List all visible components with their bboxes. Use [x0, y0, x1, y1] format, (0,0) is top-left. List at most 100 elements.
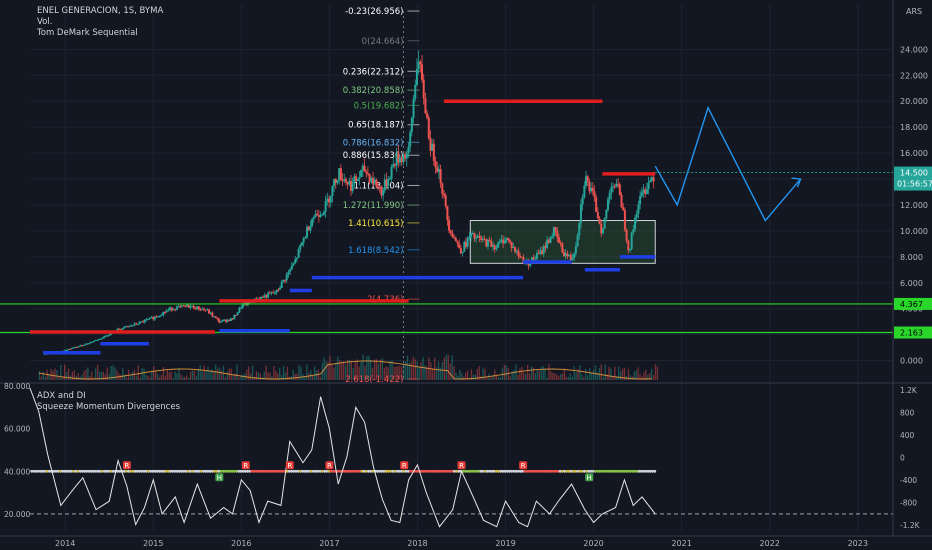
- fib-level-label[interactable]: 0.236(22.312): [343, 67, 404, 77]
- volume-bar: [277, 373, 279, 380]
- level-tag[interactable]: [894, 326, 932, 339]
- squeeze-dot: [609, 469, 613, 473]
- volume-bar: [125, 377, 128, 380]
- squeeze-dot: [629, 469, 632, 473]
- fib-level-label[interactable]: 0.382(20.858): [343, 86, 404, 96]
- volume-bar: [199, 365, 201, 380]
- candle-body: [191, 305, 194, 307]
- volume-bar: [193, 370, 196, 380]
- projection-path[interactable]: [654, 105, 802, 222]
- volume-bar: [447, 354, 449, 380]
- squeeze-dot: [307, 469, 311, 473]
- hidden-divergence-marker[interactable]: [215, 473, 224, 482]
- squeeze-dot: [439, 469, 443, 473]
- regular-divergence-marker[interactable]: [241, 461, 250, 470]
- candle-body: [454, 237, 457, 242]
- adx-tick-label: 40.000: [4, 467, 30, 476]
- squeeze-dot: [422, 469, 426, 473]
- candle-body: [393, 164, 396, 166]
- candle-body: [588, 181, 591, 192]
- volume-bar: [284, 372, 287, 380]
- candle-body: [456, 241, 459, 244]
- candle-body: [93, 340, 96, 342]
- squeeze-label[interactable]: Squeeze Momentum Divergences: [37, 402, 181, 412]
- volume-bar: [246, 369, 248, 380]
- candle-body: [605, 209, 608, 219]
- regular-divergence-marker[interactable]: [457, 461, 466, 470]
- volume-bar: [416, 361, 418, 380]
- regular-divergence-marker[interactable]: [285, 461, 294, 470]
- candle-body: [566, 253, 569, 257]
- squeeze-dot: [481, 469, 485, 473]
- candle-body: [74, 346, 77, 348]
- candle-body: [571, 257, 574, 261]
- candle-body: [98, 338, 101, 341]
- candle-body: [537, 253, 540, 255]
- squeeze-dot: [188, 469, 192, 473]
- volume-bar: [151, 370, 153, 380]
- candle-body: [236, 312, 239, 316]
- volume-bar: [538, 370, 540, 380]
- volume-bar: [133, 369, 136, 380]
- fib-level-label[interactable]: 2.618(-1.422): [345, 375, 403, 385]
- candle-body: [551, 236, 554, 238]
- squeeze-dot: [358, 469, 362, 473]
- tdsequential-label[interactable]: Tom DeMark Sequential: [37, 28, 138, 38]
- hidden-divergence-marker[interactable]: [585, 473, 594, 482]
- candle-body: [586, 176, 589, 182]
- candle-body: [649, 180, 652, 183]
- price-pane[interactable]: -0.23(26.956) 0(24.664) 0.236(22.312) 0.382…: [0, 7, 893, 385]
- squeeze-dot: [360, 469, 364, 473]
- vol-label[interactable]: Vol.: [37, 17, 53, 27]
- fib-level-label[interactable]: 1.1(13.504): [354, 181, 404, 191]
- fib-level-label[interactable]: 0.65(18.187): [348, 121, 403, 131]
- candle-body: [246, 301, 249, 306]
- volume-bar: [275, 370, 277, 380]
- volume-bar: [641, 376, 643, 380]
- squeeze-dot: [600, 469, 604, 473]
- squeeze-dot: [45, 469, 49, 473]
- level-tag[interactable]: [894, 297, 932, 310]
- squeeze-dot: [65, 469, 69, 473]
- regular-divergence-marker[interactable]: [122, 461, 131, 470]
- candle-body: [432, 143, 435, 161]
- squeeze-dot: [136, 469, 139, 473]
- symbol-title[interactable]: ENEL GENERACION, 1S, BYMA: [37, 6, 164, 16]
- fib-level-label[interactable]: 1.272(11.990): [343, 201, 404, 211]
- candle-body: [630, 232, 633, 250]
- level-tag-value: 2.163: [900, 329, 923, 338]
- candle-body: [417, 61, 420, 70]
- candle-body: [404, 154, 407, 159]
- regular-divergence-marker[interactable]: [325, 461, 334, 470]
- fib-level-label[interactable]: 0.786(16.832): [343, 138, 404, 148]
- time-tick-label: 2022: [760, 539, 780, 548]
- candle-body: [64, 349, 67, 351]
- candle-body: [241, 304, 244, 308]
- adx-label[interactable]: ADX and DI: [37, 391, 86, 401]
- candle-body: [451, 233, 454, 237]
- squeeze-dot: [206, 469, 210, 473]
- volume-bar: [205, 371, 207, 380]
- fib-level-label[interactable]: 1.618(8.542): [348, 246, 403, 256]
- fib-level-label[interactable]: 0.5(19.682): [354, 101, 404, 111]
- candle-body: [307, 226, 310, 231]
- squeeze-dot: [153, 469, 157, 473]
- candle-body: [498, 241, 501, 243]
- squeeze-dot: [47, 469, 51, 473]
- candle-body: [292, 263, 295, 266]
- regular-divergence-marker[interactable]: [519, 461, 528, 470]
- candle-body: [564, 253, 567, 257]
- fib-level-label[interactable]: -0.23(26.956): [345, 7, 403, 17]
- fib-level-label[interactable]: 0(24.664): [362, 37, 404, 47]
- candle-body: [480, 237, 483, 240]
- volume-bar: [292, 369, 294, 380]
- indicator-pane[interactable]: R H R R R R R R H: [29, 387, 893, 528]
- fib-level-label[interactable]: 1.41(10.615): [348, 219, 403, 229]
- volume-bar: [280, 374, 283, 380]
- fib-level-label[interactable]: 0.886(15.836): [343, 151, 404, 161]
- regular-divergence-marker[interactable]: [400, 461, 409, 470]
- adx-line[interactable]: [29, 387, 656, 528]
- last-price-tag[interactable]: [894, 166, 932, 191]
- squeeze-dot: [591, 469, 595, 473]
